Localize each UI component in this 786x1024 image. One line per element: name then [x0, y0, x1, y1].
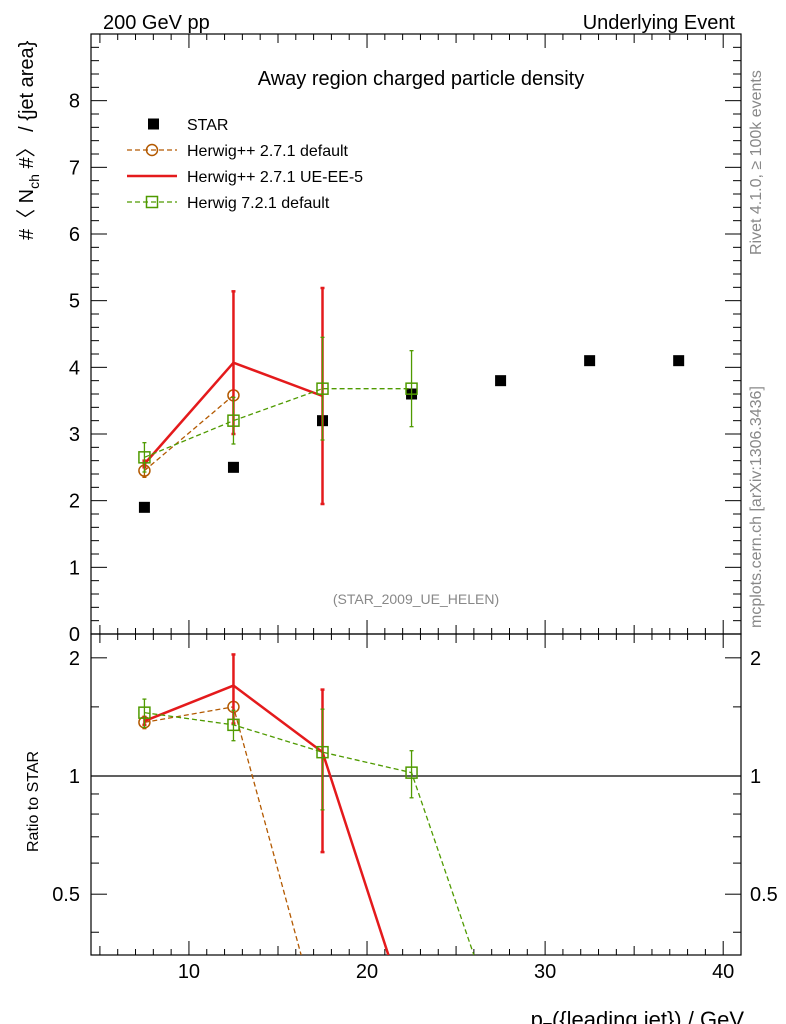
ratio-point [227, 718, 240, 732]
ratio-point [138, 706, 151, 719]
x-axis-label-sub: T [543, 1020, 552, 1024]
ratio-herwig-7-2-1-default [138, 698, 475, 955]
series-herwig-2-7-1-default [138, 389, 240, 478]
legend-symbol [145, 195, 159, 209]
ratio-frame [90, 633, 742, 956]
ratio-line [144, 706, 302, 955]
ratio-y-tick-label: 1 [69, 766, 80, 788]
x-tick-label: 30 [534, 961, 556, 983]
legend-entry-herwig-2-7-1-ue-ee-5: Herwig++ 2.7.1 UE-EE-5 [127, 169, 363, 186]
ratio-y-tick-label-right: 1 [750, 766, 761, 788]
main-panel: 0 1 2 3 4 5 6 7 8 [69, 33, 742, 646]
ratio-y-tick-label: 2 [69, 648, 80, 670]
ratio-line [143, 684, 390, 955]
legend-symbol [145, 143, 159, 157]
mcplots-label: mcplots.cern.ch [arXiv:1306.3436] [748, 386, 765, 628]
x-axis-label: pT({leading jet}) / GeV [531, 1007, 745, 1024]
ratio-herwig-2-7-1-default [138, 700, 302, 955]
y-tick-label: 5 [69, 291, 80, 313]
legend-entry-star: STAR [148, 117, 228, 134]
y-axis-label-post: #〉 / {jet area} [16, 40, 38, 174]
x-axis-label-p: p [531, 1007, 543, 1024]
y-tick-label: 1 [69, 557, 80, 579]
ratio-y-tick-label-right: 2 [750, 648, 761, 670]
header-right: Underlying Event [583, 12, 736, 34]
data-point [405, 382, 418, 395]
ratio-y-tick-label-right: 0.5 [750, 884, 778, 906]
ratio-point [405, 766, 418, 779]
legend-label: Herwig++ 2.7.1 UE-EE-5 [187, 169, 363, 186]
legend-label: STAR [187, 117, 228, 134]
chart-title: Away region charged particle density [258, 68, 584, 90]
y-tick-label: 7 [69, 157, 80, 179]
data-point [584, 355, 596, 367]
legend: STAR Herwig++ 2.7.1 default Herwig++ 2.7.1… [127, 117, 363, 212]
header-left: 200 GeV pp [103, 12, 210, 34]
ratio-line [144, 712, 475, 955]
ratio-series-group [138, 653, 475, 955]
y-axis-label-sub: ch [26, 174, 42, 189]
x-tick-label: 20 [356, 961, 378, 983]
data-point [138, 451, 151, 464]
rivet-label: Rivet 4.1.0, ≥ 100k events [748, 70, 765, 255]
y-axis-label: #〈 Nch #〉 / {jet area} [16, 40, 42, 240]
legend-entry-herwig-7-2-1-default: Herwig 7.2.1 default [127, 195, 330, 212]
series-herwig-7-2-1-default [138, 336, 418, 473]
y-tick-label: 3 [69, 424, 80, 446]
data-point [227, 461, 239, 473]
series-line [144, 394, 234, 472]
legend-label: Herwig++ 2.7.1 default [187, 143, 349, 160]
ratio-y-tick-label: 0.5 [52, 884, 80, 906]
y-tick-label: 2 [69, 491, 80, 513]
ratio-y-axis-label: Ratio to STAR [25, 751, 42, 852]
y-tick-label: 4 [69, 357, 80, 379]
data-point [495, 375, 507, 387]
ratio-panel: 10 20 30 40 0.5 0.5 1 1 2 2 [52, 633, 778, 983]
legend-symbol [148, 118, 159, 130]
data-point [673, 355, 685, 367]
series-line [144, 388, 412, 458]
ratio-point [316, 745, 329, 759]
x-tick-label: 10 [178, 961, 200, 983]
y-tick-label: 8 [69, 91, 80, 113]
data-point [316, 382, 329, 395]
watermark: (STAR_2009_UE_HELEN) [333, 591, 499, 607]
data-point [227, 414, 240, 427]
x-axis-label-rest: ({leading jet}) / GeV [552, 1007, 744, 1024]
data-point [138, 501, 150, 513]
x-tick-label: 40 [712, 961, 734, 983]
y-tick-label: 0 [69, 624, 80, 646]
legend-label: Herwig 7.2.1 default [187, 195, 330, 212]
ratio-herwig-2-7-1-ue-ee-5 [142, 653, 390, 955]
y-tick-label: 6 [69, 224, 80, 246]
y-axis-label-pre: #〈 N [16, 189, 38, 240]
legend-entry-herwig-2-7-1-default: Herwig++ 2.7.1 default [127, 143, 349, 160]
